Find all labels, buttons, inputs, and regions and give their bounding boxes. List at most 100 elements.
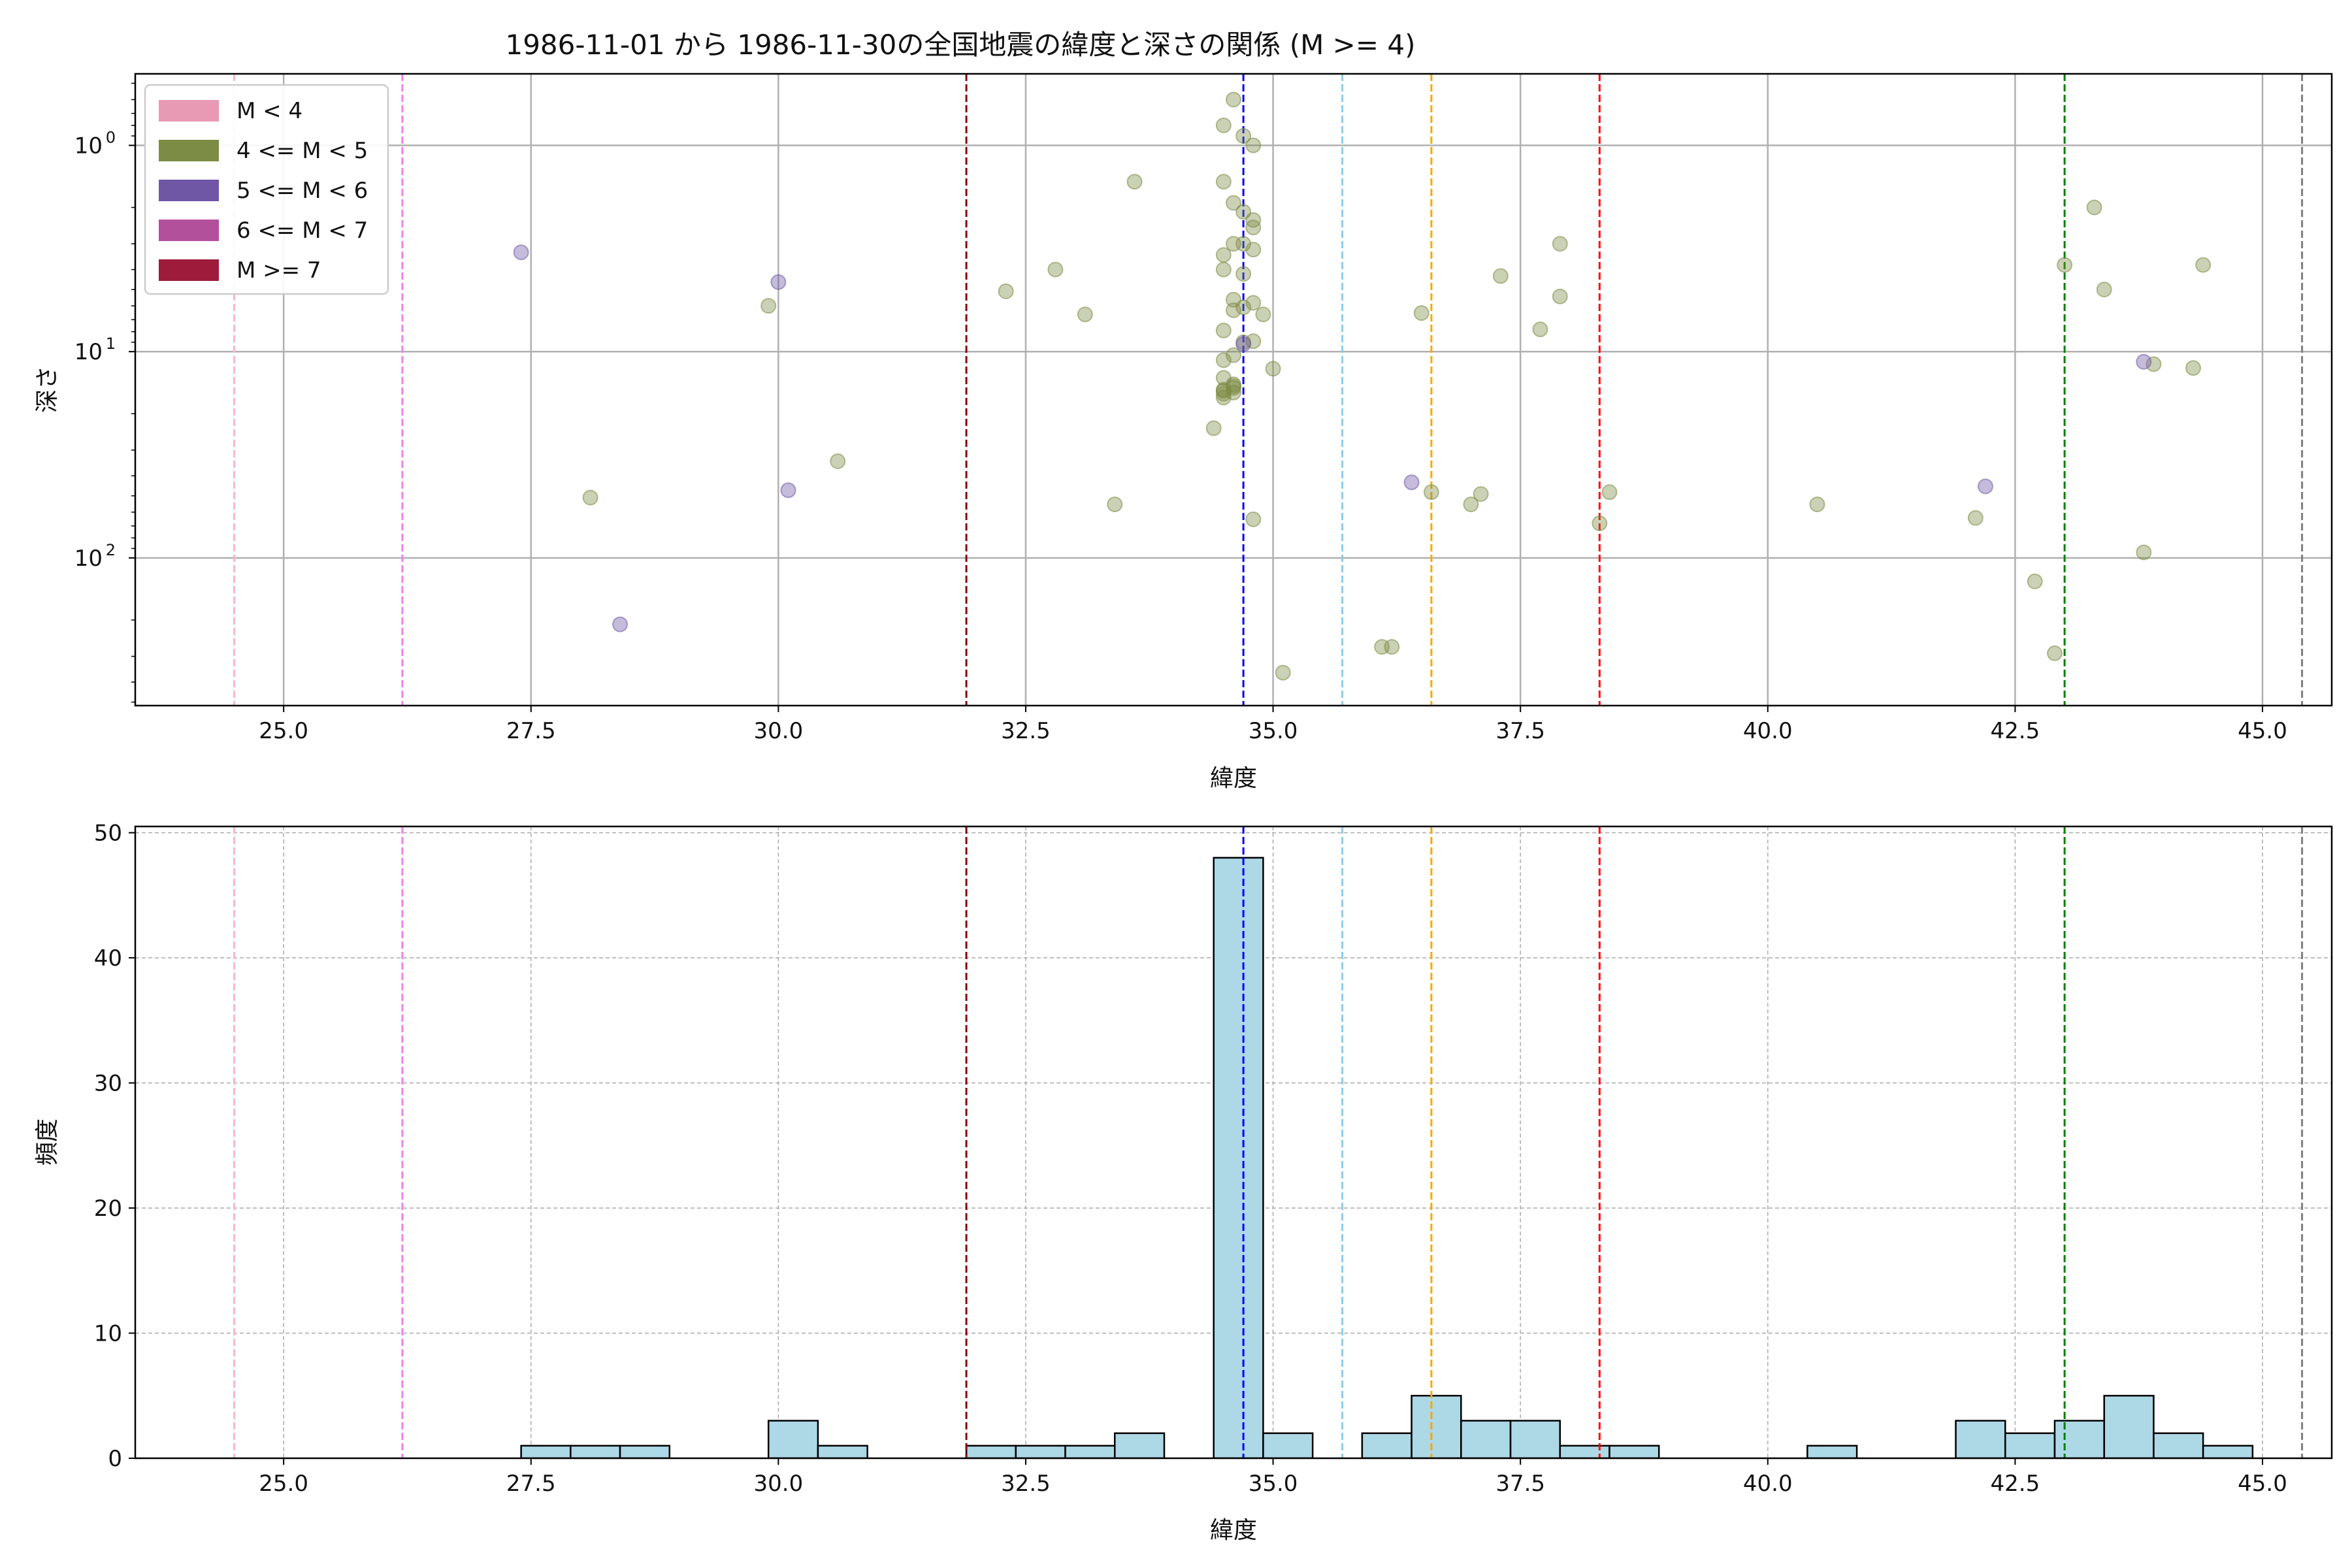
scatter-point <box>2195 257 2212 273</box>
histogram-plot-frame <box>134 825 2333 1460</box>
histogram-y-tick-label: 50 <box>94 821 122 847</box>
scatter-point <box>1126 174 1143 190</box>
scatter-point <box>1215 322 1232 338</box>
histogram-bar <box>2202 1445 2254 1458</box>
scatter-point <box>1235 299 1252 316</box>
histogram-plot: 25.0 27.5 30.0 32.5 35.0 37.5 40.0 42.5 45.0 0 10… <box>34 821 2333 1544</box>
chart-title: 1986-11-01 から 1986-11-30の全国地震の緯度と深さの関係 (… <box>505 29 1415 61</box>
scatter-point <box>2185 360 2201 376</box>
legend-swatch <box>159 220 219 241</box>
histogram-bar <box>1411 1395 1462 1458</box>
scatter-point <box>2096 282 2112 298</box>
legend-swatch <box>159 140 219 161</box>
scatter-point <box>1601 484 1618 500</box>
histogram-bar <box>2153 1432 2204 1458</box>
scatter-x-tick-label: 42.5 <box>1991 718 2040 744</box>
histogram-x-axis: 25.0 27.5 30.0 32.5 35.0 37.5 40.0 42.5 45.0 <box>259 1458 2287 1497</box>
scatter-point <box>1226 302 1241 318</box>
scatter-point <box>770 274 787 290</box>
scatter-point <box>1255 306 1271 323</box>
legend-label: 5 <= M < 6 <box>237 178 368 204</box>
scatter-x-tick-label: 32.5 <box>1001 718 1051 744</box>
scatter-point <box>582 489 598 506</box>
scatter-point <box>1245 333 1262 350</box>
scatter-point <box>1809 496 1825 512</box>
histogram-bar <box>570 1445 621 1458</box>
scatter-y-tick-label: 10 <box>74 546 103 572</box>
histogram-x-axis-label: 緯度 <box>1210 1517 1257 1544</box>
scatter-point <box>2146 356 2162 372</box>
histogram-y-tick-label: 40 <box>94 945 122 972</box>
histogram-bar <box>1262 1432 1314 1458</box>
scatter-point <box>1235 128 1252 144</box>
scatter-point <box>998 283 1014 299</box>
scatter-y-tick-label: 10 <box>74 339 103 365</box>
histogram-bar <box>2004 1432 2056 1458</box>
histogram-bar <box>2103 1395 2155 1458</box>
scatter-point <box>1977 478 1993 495</box>
scatter-point <box>1215 117 1232 133</box>
scatter-point <box>1226 91 1241 108</box>
histogram-x-tick-label: 37.5 <box>1495 1471 1545 1497</box>
histogram-bar <box>2053 1420 2105 1458</box>
histogram-y-tick-label: 20 <box>94 1196 122 1222</box>
histogram-bar <box>1114 1432 1166 1458</box>
scatter-point <box>2046 645 2063 661</box>
scatter-y-axis-label: 深さ <box>34 366 61 413</box>
histogram-bar <box>1460 1420 1512 1458</box>
histogram-bar <box>1559 1445 1610 1458</box>
scatter-point <box>1107 496 1123 512</box>
histogram-bar <box>1806 1445 1858 1458</box>
histogram-bar <box>817 1445 868 1458</box>
scatter-point <box>1235 336 1252 352</box>
scatter-point <box>1492 268 1509 284</box>
scatter-point <box>1205 420 1222 436</box>
scatter-point <box>1245 241 1262 257</box>
histogram-x-tick-label: 27.5 <box>506 1471 556 1497</box>
scatter-x-tick-label: 37.5 <box>1495 718 1545 744</box>
scatter-point <box>1592 515 1608 532</box>
scatter-point <box>1967 510 1984 526</box>
scatter-point <box>1423 484 1439 500</box>
scatter-point <box>1245 295 1262 311</box>
histogram-bar <box>1064 1445 1116 1458</box>
histogram-bar <box>1361 1432 1413 1458</box>
legend: M < 4 4 <= M < 5 5 <= M < 6 6 <= M < 7 M >= … <box>144 84 389 295</box>
scatter-point <box>612 616 629 632</box>
scatter-point <box>1245 137 1262 154</box>
scatter-point <box>1215 261 1232 278</box>
scatter-x-axis-label: 緯度 <box>1210 765 1257 792</box>
scatter-point <box>1077 306 1093 323</box>
legend-label: M < 4 <box>237 98 302 124</box>
scatter-point <box>513 244 529 261</box>
scatter-point <box>1235 266 1252 282</box>
scatter-x-axis: 25.0 27.5 30.0 32.5 35.0 37.5 40.0 42.5 45.0 <box>259 706 2287 744</box>
scatter-y-tick-exponent: 1 <box>106 335 116 353</box>
scatter-point <box>2027 573 2043 589</box>
histogram-x-tick-label: 40.0 <box>1743 1471 1793 1497</box>
scatter-point <box>830 453 846 470</box>
histogram-x-tick-label: 45.0 <box>2238 1471 2287 1497</box>
histogram-x-tick-label: 30.0 <box>754 1471 804 1497</box>
scatter-point <box>1215 174 1232 190</box>
histogram-bar <box>965 1445 1017 1458</box>
histogram-bar <box>1213 857 1264 1458</box>
histogram-y-axis-label: 頻度 <box>34 1119 61 1166</box>
scatter-point <box>1226 195 1241 211</box>
legend-label: M >= 7 <box>237 257 321 284</box>
scatter-plot: 25.0 27.5 30.0 32.5 35.0 37.5 40.0 42.5 45.0 10 0… <box>34 73 2333 792</box>
scatter-point <box>1047 261 1064 278</box>
histogram-x-tick-label: 35.0 <box>1249 1471 1298 1497</box>
scatter-x-tick-label: 45.0 <box>2238 718 2287 744</box>
histogram-y-axis: 0 10 20 30 40 50 <box>94 821 135 1472</box>
scatter-y-tick-label: 10 <box>74 133 103 159</box>
scatter-point <box>1226 236 1241 252</box>
legend-swatch <box>159 259 219 281</box>
scatter-x-tick-label: 27.5 <box>506 718 556 744</box>
scatter-point <box>1215 247 1232 263</box>
legend-box <box>144 84 389 295</box>
histogram-y-tick-label: 30 <box>94 1071 122 1097</box>
scatter-point <box>2057 257 2073 273</box>
scatter-point <box>2086 199 2102 216</box>
